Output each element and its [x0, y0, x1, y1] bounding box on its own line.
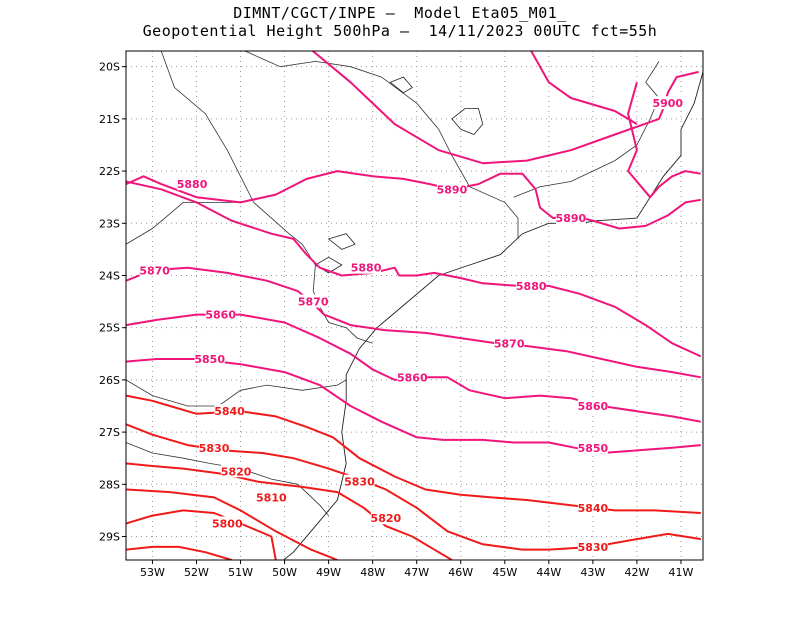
- contour-label-5880: 5880: [516, 280, 547, 293]
- contour-label-5840: 5840: [214, 405, 245, 418]
- lake-outline: [327, 233, 356, 250]
- y-tick-label: 25S: [99, 322, 120, 335]
- x-tick-label: 48W: [360, 566, 385, 579]
- contour-label-bg: [344, 474, 375, 488]
- contour-label-bg: [652, 96, 683, 110]
- x-tick-label: 43W: [580, 566, 605, 579]
- contour-label-5800: 5800: [212, 517, 243, 530]
- contour-label-bg: [494, 336, 525, 350]
- y-tick-label: 26S: [99, 374, 120, 387]
- contour-label-bg: [516, 278, 547, 292]
- y-tick-label: 22S: [99, 165, 120, 178]
- contour-label-bg: [577, 500, 608, 514]
- x-tick-label: 50W: [272, 566, 297, 579]
- contour-label-bg: [194, 352, 225, 366]
- y-tick-label: 21S: [99, 113, 120, 126]
- contour-label-5900: 5900: [652, 97, 683, 110]
- y-tick-label: 27S: [99, 426, 120, 439]
- contour-5900: [530, 51, 638, 125]
- grid: [126, 51, 703, 560]
- contour-label-5890: 5890: [437, 183, 468, 196]
- contour-5810: [126, 488, 338, 560]
- state-border: [126, 379, 347, 407]
- x-tick-label: 49W: [316, 566, 341, 579]
- contour-label-bg: [177, 177, 208, 191]
- contour-label-layer: 5900 5890 5890 5880 5880 5880 5870 5870 5870 5860…: [139, 96, 683, 554]
- y-tick-label: 20S: [99, 61, 120, 74]
- contour-label-bg: [436, 182, 467, 196]
- contour-label-5810: 5810: [256, 491, 287, 504]
- contour-label-bg: [397, 370, 428, 384]
- y-tick-label: 23S: [99, 217, 120, 230]
- contour-label-5860: 5860: [578, 400, 609, 413]
- contour-label-5830: 5830: [344, 476, 375, 489]
- y-tick-label: 28S: [99, 478, 120, 491]
- contour-label-5850: 5850: [578, 442, 609, 455]
- contour-label-5830: 5830: [578, 541, 609, 554]
- contour-label-5890: 5890: [556, 212, 587, 225]
- y-tick-label: 24S: [99, 269, 120, 282]
- contour-label-bg: [214, 404, 245, 418]
- contour-layer: [126, 51, 702, 560]
- contour-label-bg: [577, 440, 608, 454]
- x-tick-label: 46W: [448, 566, 473, 579]
- x-tick-label: 45W: [492, 566, 517, 579]
- contour-label-bg: [298, 294, 329, 308]
- state-border: [160, 51, 373, 344]
- contour-label-5860: 5860: [397, 371, 428, 384]
- contour-label-5880: 5880: [177, 178, 208, 191]
- contour-5820: [126, 462, 453, 560]
- state-border: [513, 61, 660, 198]
- y-tick-label: 29S: [99, 531, 120, 544]
- state-border: [126, 202, 241, 245]
- contour-label-5880: 5880: [351, 262, 382, 275]
- contour-5880: [126, 180, 702, 358]
- x-tick-label: 47W: [404, 566, 429, 579]
- x-tick-label: 42W: [624, 566, 649, 579]
- contour-label-bg: [221, 464, 252, 478]
- x-tick-label: 52W: [184, 566, 209, 579]
- chart-title-line1: DIMNT/CGCT/INPE – Model Eta05_M01_: [233, 4, 567, 22]
- contour-label-5870: 5870: [298, 296, 329, 309]
- contour-label-5850: 5850: [194, 353, 225, 366]
- contour-label-bg: [370, 511, 401, 525]
- x-tick-label: 41W: [669, 566, 694, 579]
- contour-label-5870: 5870: [494, 337, 525, 350]
- contour-5900: [311, 51, 699, 165]
- contour-5870: [126, 266, 701, 379]
- x-tick-label: 51W: [228, 566, 253, 579]
- contour-label-bg: [351, 260, 382, 274]
- contour-label-5870: 5870: [139, 264, 170, 277]
- contour-label-bg: [577, 539, 608, 553]
- contour-label-5820: 5820: [371, 512, 402, 525]
- contour-label-5840: 5840: [578, 502, 609, 515]
- contour-label-5860: 5860: [205, 309, 236, 322]
- contour-5900: [627, 82, 701, 199]
- contour-5800: [126, 509, 277, 560]
- state-border: [244, 51, 519, 239]
- contour-label-5820: 5820: [221, 465, 252, 478]
- lake-outline: [451, 108, 484, 135]
- contour-5790: [126, 545, 232, 560]
- contour-label-bg: [139, 263, 170, 277]
- chart-title-line2: Geopotential Height 500hPa – 14/11/2023 …: [142, 22, 658, 40]
- coastline: [282, 71, 703, 560]
- contour-label-bg: [555, 211, 586, 225]
- contour-label-5830: 5830: [199, 442, 230, 455]
- x-tick-label: 44W: [536, 566, 561, 579]
- contour-label-bg: [212, 516, 243, 530]
- contour-label-bg: [205, 307, 236, 321]
- contour-5890: [126, 170, 701, 230]
- contour-label-bg: [199, 440, 230, 454]
- contour-label-bg: [577, 398, 608, 412]
- axis-layer: 53W 52W 51W 50W 49W 48W 47W 46W 45W 44W 43W 42W 41W 2…: [99, 61, 694, 579]
- x-tick-label: 53W: [140, 566, 165, 579]
- plot-frame: [125, 50, 704, 561]
- contour-label-bg: [256, 490, 287, 504]
- lake-outline: [389, 76, 413, 94]
